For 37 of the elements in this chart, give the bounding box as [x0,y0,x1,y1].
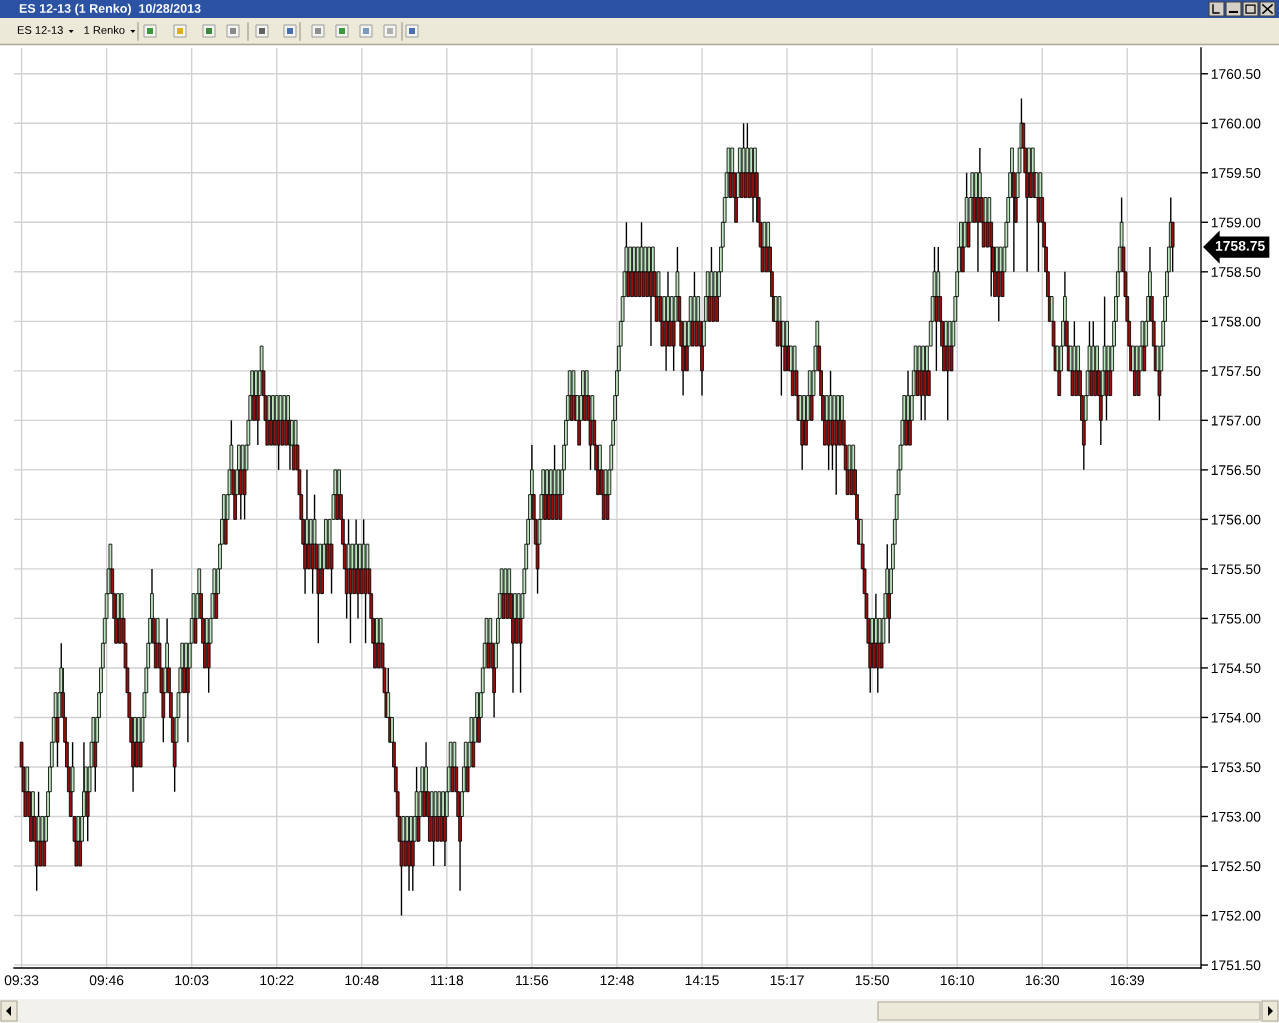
x-tick-label: 11:56 [516,975,549,986]
x-tick-label: 12:48 [600,975,634,986]
x-tick-label: 11:18 [431,975,464,986]
chart-title: ES 12-13 (1 Renko) 10/28/2013 [19,3,201,16]
x-tick-label: 10:22 [260,975,294,986]
y-tick-label: 1757.00 [1211,415,1261,426]
x-tick-label: 16:30 [1025,975,1060,986]
x-tick-label: 10:03 [175,975,209,986]
y-tick-label: 1752.00 [1211,910,1261,921]
y-tick-label: 1760.50 [1211,69,1261,79]
y-tick-label: 1756.50 [1211,465,1261,476]
y-tick-label: 1753.50 [1211,762,1261,773]
x-tick-label: 09:33 [4,975,39,986]
text: 1 Renko [84,25,125,34]
y-tick-label: 1753.00 [1211,811,1261,822]
x-tick-label: 15:17 [770,975,804,986]
x-tick-label: 09:46 [89,975,124,986]
y-tick-label: 1759.00 [1211,217,1261,228]
x-tick-label: 16:10 [940,975,975,986]
y-tick-label: 1759.50 [1211,168,1261,178]
text: ES 12-13 [17,26,63,34]
y-tick-label: 1754.50 [1211,663,1261,674]
y-tick-label: 1755.00 [1211,613,1261,624]
x-tick-label: 16:39 [1110,975,1145,986]
x-tick-label: 15:50 [855,975,889,986]
y-tick-label: 1757.50 [1211,366,1261,377]
y-tick-label: 1752.50 [1211,861,1261,872]
y-tick-label: 1754.00 [1211,712,1261,723]
y-tick-label: 1751.50 [1211,960,1261,971]
y-tick-label: 1758.00 [1211,316,1261,327]
x-tick-label: 10:48 [345,975,379,986]
text: 1758.75 [1215,240,1265,251]
y-tick-label: 1758.50 [1211,267,1261,277]
y-tick-label: 1756.00 [1211,514,1261,525]
x-tick-label: 14:15 [685,975,719,986]
y-tick-label: 1755.50 [1211,564,1261,575]
y-tick-label: 1760.00 [1211,118,1261,129]
